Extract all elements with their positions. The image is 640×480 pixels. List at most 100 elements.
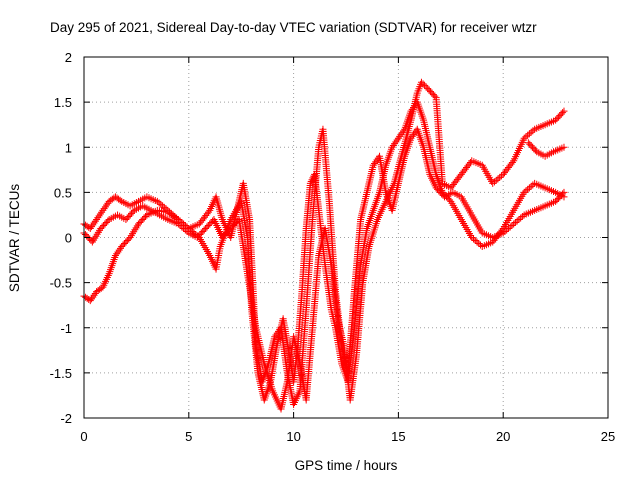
- interpolated-point: [492, 176, 500, 184]
- interpolated-point: [527, 182, 535, 190]
- interpolated-point: [490, 178, 498, 186]
- x-tick-label: 25: [601, 429, 615, 444]
- y-tick-label: -1: [60, 321, 72, 336]
- interpolated-point: [494, 175, 502, 183]
- y-axis-label: SDTVAR / TECUs: [7, 184, 22, 293]
- interpolated-point: [167, 209, 175, 217]
- y-tick-label: 1: [65, 140, 72, 155]
- interpolated-point: [157, 200, 165, 208]
- interpolated-point: [517, 214, 525, 222]
- interpolated-point: [307, 178, 315, 186]
- interpolated-point: [525, 184, 533, 192]
- interpolated-point: [114, 248, 122, 256]
- data-point: [369, 161, 377, 169]
- interpolated-point: [397, 131, 405, 139]
- interpolated-point: [471, 237, 479, 245]
- interpolated-point: [476, 241, 484, 249]
- interpolated-point: [178, 223, 186, 231]
- interpolated-point: [183, 227, 191, 235]
- interpolated-point: [529, 181, 537, 189]
- interpolated-point: [470, 235, 478, 243]
- interpolated-point: [475, 240, 483, 248]
- x-tick-label: 15: [391, 429, 405, 444]
- interpolated-point: [88, 223, 96, 231]
- interpolated-point: [473, 238, 481, 246]
- interpolated-point: [431, 92, 439, 100]
- data-points: [80, 78, 568, 413]
- data-point: [520, 134, 528, 142]
- interpolated-point: [408, 132, 416, 140]
- interpolated-point: [94, 214, 102, 222]
- interpolated-point: [506, 223, 514, 231]
- data-point: [99, 206, 107, 214]
- interpolated-point: [559, 109, 567, 117]
- interpolated-point: [91, 217, 99, 225]
- data-point: [93, 215, 101, 223]
- y-tick-label: 0.5: [54, 185, 72, 200]
- data-point: [499, 229, 507, 237]
- interpolated-point: [103, 201, 111, 209]
- interpolated-point: [419, 80, 427, 88]
- data-point: [86, 297, 94, 305]
- interpolated-point: [393, 136, 401, 144]
- y-tick-label: 2: [65, 50, 72, 65]
- interpolated-point: [496, 173, 504, 181]
- interpolated-point: [169, 211, 177, 219]
- interpolated-point: [166, 208, 174, 216]
- data-point: [388, 143, 396, 151]
- interpolated-point: [90, 219, 98, 227]
- interpolated-point: [89, 221, 97, 229]
- interpolated-point: [116, 196, 124, 204]
- data-point: [560, 107, 568, 115]
- data-point: [86, 224, 94, 232]
- interpolated-point: [159, 202, 167, 210]
- interpolated-point: [421, 81, 429, 89]
- interpolated-point: [96, 210, 104, 218]
- interpolated-point: [504, 224, 512, 232]
- interpolated-point: [90, 291, 98, 299]
- data-point: [153, 197, 161, 205]
- data-point: [306, 179, 314, 187]
- interpolated-point: [273, 329, 281, 337]
- data-point: [520, 188, 528, 196]
- interpolated-point: [392, 138, 400, 146]
- x-tick-label: 5: [185, 429, 192, 444]
- interpolated-point: [522, 133, 530, 141]
- interpolated-point: [422, 83, 430, 91]
- interpolated-point: [513, 217, 521, 225]
- interpolated-point: [529, 127, 537, 135]
- interpolated-point: [98, 208, 106, 216]
- interpolated-point: [204, 208, 212, 216]
- interpolated-point: [497, 172, 505, 180]
- interpolated-point: [508, 158, 516, 166]
- interpolated-point: [100, 205, 108, 213]
- data-point: [174, 220, 182, 228]
- interpolated-point: [89, 293, 97, 301]
- data-point: [394, 134, 402, 142]
- data-point: [417, 78, 425, 86]
- data-point: [111, 252, 119, 260]
- data-point: [560, 188, 568, 196]
- interpolated-point: [88, 295, 96, 303]
- interpolated-point: [176, 221, 184, 229]
- interpolated-point: [445, 196, 453, 204]
- interpolated-point: [511, 218, 519, 226]
- interpolated-point: [524, 131, 532, 139]
- interpolated-point: [396, 132, 404, 140]
- interpolated-point: [95, 212, 103, 220]
- interpolated-point: [371, 159, 379, 167]
- chart-title: Day 295 of 2021, Sidereal Day-to-day VTE…: [50, 20, 537, 35]
- interpolated-point: [522, 187, 530, 195]
- interpolated-point: [524, 185, 532, 193]
- interpolated-point: [515, 215, 523, 223]
- axis-ticks: 0 5 10 15 20 25 -2 -1.5 -1 -0.5 0 0.5 1 1.5 2: [50, 50, 616, 444]
- interpolated-point: [527, 128, 535, 136]
- data-point: [468, 234, 476, 241]
- data-point: [489, 179, 497, 187]
- interpolated-point: [160, 203, 168, 211]
- interpolated-point: [113, 250, 121, 258]
- interpolated-point: [155, 199, 163, 207]
- interpolated-point: [503, 226, 511, 234]
- interpolated-point: [180, 224, 188, 232]
